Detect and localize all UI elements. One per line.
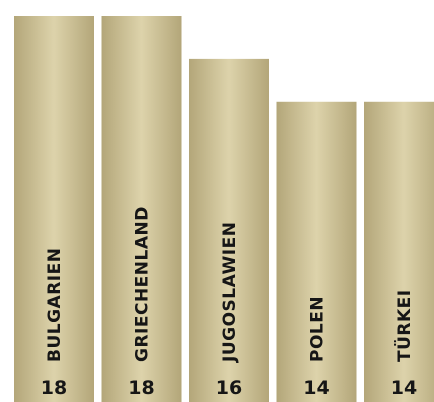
bar-bulgarien [14,16,94,402]
bar-label-griechenland: GRIECHENLAND [133,206,153,362]
bar-value-bulgarien: 18 [41,377,67,399]
bar-label-polen: POLEN [308,296,328,362]
bar-value-griechenland: 18 [128,377,154,399]
bar-value-türkei: 14 [391,377,417,399]
bar-label-bulgarien: BULGARIEN [45,248,65,362]
bar-label-türkei: TÜRKEI [393,289,415,362]
bar-türkei [364,101,434,402]
bar-jugoslawien [189,58,269,402]
bar-polen [276,101,357,402]
bar-griechenland [101,16,182,402]
bars-group: BULGARIEN 18 GRIECHENLAND 18 JUGOSLAWIEN 16 PO… [14,16,434,402]
bar-value-polen: 14 [303,377,329,399]
bar-label-jugoslawien: JUGOSLAWIEN [220,222,240,363]
bar-value-jugoslawien: 16 [216,377,242,399]
